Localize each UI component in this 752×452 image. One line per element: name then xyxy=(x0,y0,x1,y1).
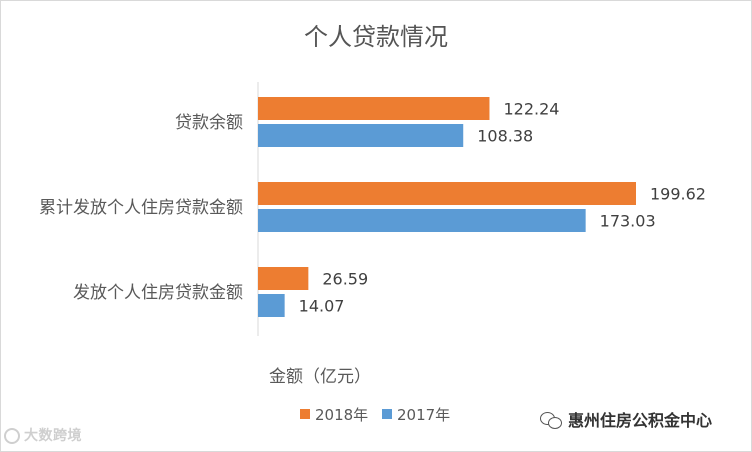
bar xyxy=(258,267,309,290)
bar xyxy=(258,124,464,147)
legend: 2018年 2017年 xyxy=(300,406,450,424)
source-badge: 惠州住房公积金中心 xyxy=(540,407,712,431)
data-label: 199.62 xyxy=(650,185,706,204)
watermark-logo: 大数跨境 xyxy=(4,425,82,445)
source-text: 惠州住房公积金中心 xyxy=(568,411,713,430)
category-label: 累计发放个人住房贷款金额 xyxy=(39,198,243,218)
data-label: 122.24 xyxy=(503,100,559,119)
data-label: 173.03 xyxy=(600,212,656,231)
watermark-ring-icon xyxy=(4,428,20,444)
chart-title: 个人贷款情况 xyxy=(304,23,448,51)
bar xyxy=(258,294,285,317)
data-label: 14.07 xyxy=(299,297,345,316)
legend-swatch xyxy=(300,409,310,419)
legend-label: 2017年 xyxy=(397,406,450,424)
bar xyxy=(258,209,586,232)
legend-label: 2018年 xyxy=(315,406,368,424)
data-label: 108.38 xyxy=(477,127,533,146)
bar xyxy=(258,97,490,120)
bar xyxy=(258,182,636,205)
wechat-icon xyxy=(540,410,562,429)
category-label: 发放个人住房贷款金额 xyxy=(73,283,243,303)
category-label: 贷款余额 xyxy=(175,113,243,133)
watermark-text: 大数跨境 xyxy=(24,428,82,444)
x-axis-title: 金额（亿元） xyxy=(269,367,371,387)
data-label: 26.59 xyxy=(322,270,368,289)
legend-swatch xyxy=(382,409,392,419)
